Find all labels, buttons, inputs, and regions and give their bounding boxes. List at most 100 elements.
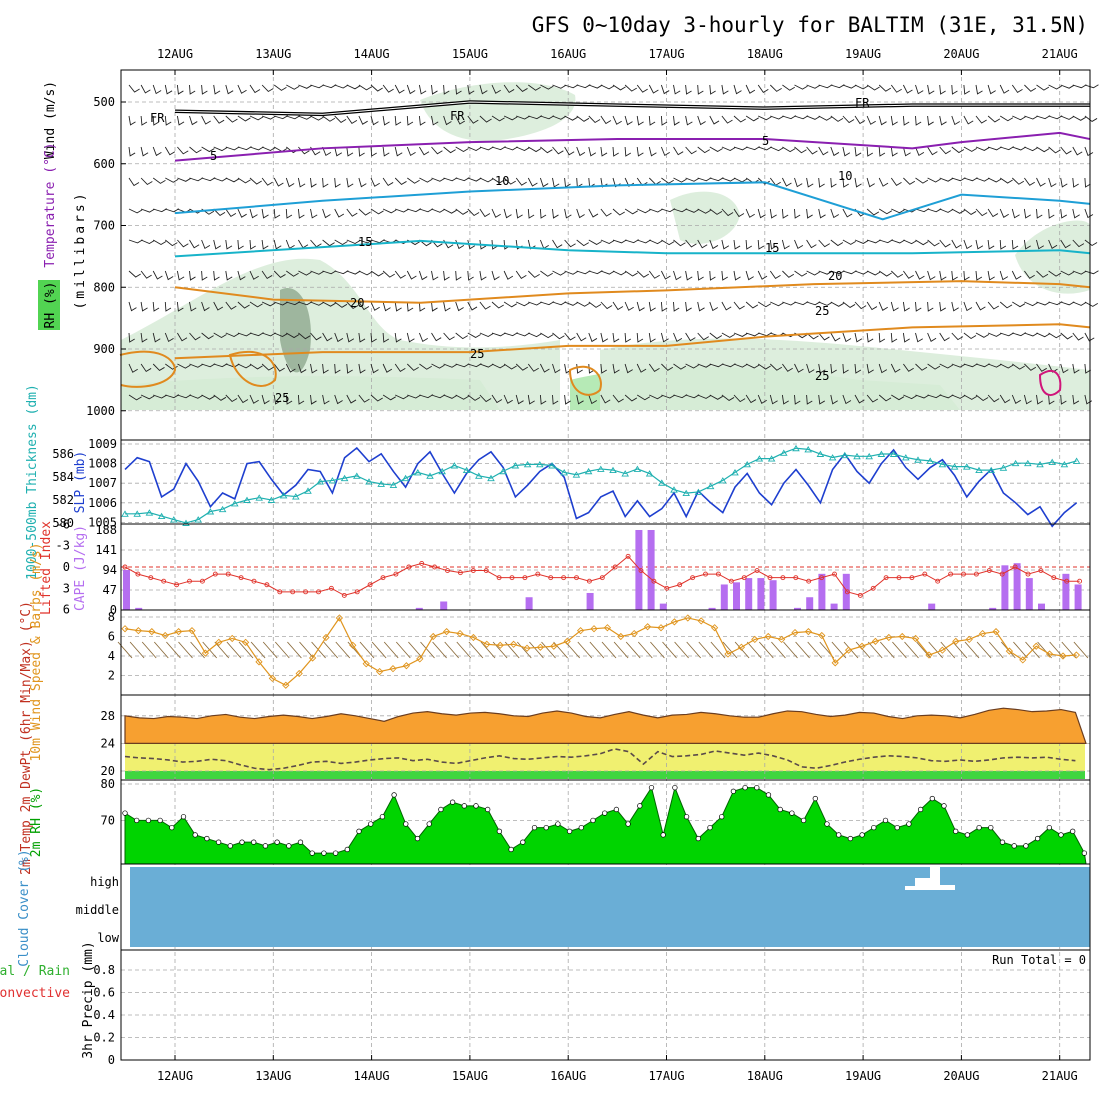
wind-barb xyxy=(273,270,286,278)
wind-barb xyxy=(176,270,185,281)
wind-barb xyxy=(491,363,506,369)
wind-barb xyxy=(987,146,1002,151)
surface-wind-barb xyxy=(650,641,665,659)
surface-wind-barbs xyxy=(117,641,1089,659)
wind-barb xyxy=(600,363,607,374)
rh2m-marker xyxy=(1058,832,1064,838)
temperature-axis-label: Temperature (°C) xyxy=(43,142,58,267)
wind-barb xyxy=(431,363,445,369)
wind-barb xyxy=(467,177,482,182)
wind-barb xyxy=(636,146,644,157)
rh2m-marker xyxy=(368,821,374,827)
wind-barb xyxy=(1036,394,1043,405)
wind-barb xyxy=(745,115,759,122)
wind-barb xyxy=(334,84,349,89)
wind-barb xyxy=(951,208,965,214)
wind-barb xyxy=(890,301,899,312)
wind-barb xyxy=(915,84,924,95)
wind-barb xyxy=(140,177,153,186)
contour-label: 25 xyxy=(815,369,829,383)
li-marker xyxy=(844,589,850,595)
wind-barb xyxy=(915,146,925,156)
wind-barb xyxy=(249,301,263,308)
wind-barb xyxy=(987,84,996,95)
wind-barb xyxy=(1072,363,1080,374)
wind-barb xyxy=(370,146,377,157)
wind-barb xyxy=(382,146,390,157)
surface-wind-barb xyxy=(287,641,302,659)
wind-barb xyxy=(467,208,480,217)
cape-bar xyxy=(989,607,997,610)
li-marker xyxy=(341,592,347,598)
wind-barb xyxy=(818,177,825,188)
wind-barb xyxy=(903,177,916,185)
temp-tick-label: 20 xyxy=(101,764,115,778)
wind-barb xyxy=(128,363,138,373)
wind-barb xyxy=(467,115,479,124)
li-marker xyxy=(999,571,1005,577)
surface-wind-barb xyxy=(383,641,399,659)
wind-barb xyxy=(503,84,515,94)
wind-barb xyxy=(854,270,869,275)
surface-wind-barb xyxy=(553,641,568,659)
surface-wind-barb xyxy=(408,641,423,659)
wind-barb xyxy=(515,270,527,279)
wind-barb xyxy=(890,115,898,126)
wind-speed-marker xyxy=(174,627,183,636)
wind-barb xyxy=(721,332,735,338)
contour-label: 25 xyxy=(470,347,484,361)
wind-barb xyxy=(273,84,287,91)
li-marker xyxy=(819,575,825,581)
wind-speed-marker xyxy=(764,632,772,641)
wind-barb xyxy=(152,177,166,184)
chart-title: GFS 0~10day 3-hourly for BALTIM (31E, 31… xyxy=(532,13,1088,37)
contour-label: 25 xyxy=(815,304,829,318)
wind-barb xyxy=(1072,208,1080,219)
wind-barb xyxy=(588,84,603,89)
wind-barb xyxy=(842,301,856,308)
wind-barb xyxy=(939,363,953,369)
surface-wind-barb xyxy=(516,641,532,659)
rh2m-marker xyxy=(169,824,175,831)
bottom-day-label: 15AUG xyxy=(452,1069,488,1083)
rh2m-marker xyxy=(906,821,912,827)
wind-barb xyxy=(939,239,951,248)
wind-barb xyxy=(286,301,301,306)
wind-barb xyxy=(201,394,215,400)
wind-speed-marker xyxy=(148,627,156,636)
wind-barb xyxy=(334,208,345,218)
wind-barb xyxy=(370,394,383,402)
wind-barb xyxy=(189,177,204,182)
surface-wind-barb xyxy=(456,641,472,659)
wind-barb xyxy=(322,84,337,89)
li-marker xyxy=(380,575,386,581)
wind-barb xyxy=(673,332,683,342)
wind-barb xyxy=(576,332,587,342)
freezing-level-inner xyxy=(174,101,1090,115)
rh2m-marker xyxy=(882,817,889,824)
wind-barb xyxy=(854,177,862,188)
wind-barb xyxy=(624,301,634,311)
rh2m-marker xyxy=(754,784,760,791)
wind-barb xyxy=(649,394,663,400)
wind-barb xyxy=(213,177,228,182)
cape-bar xyxy=(1038,603,1045,610)
wind-barb xyxy=(431,270,439,281)
rh-legend-swatch xyxy=(38,280,60,330)
rh2m-marker xyxy=(742,784,748,791)
wind-barb xyxy=(225,84,234,95)
wind-barb xyxy=(1060,146,1072,155)
wind-barb xyxy=(1060,208,1067,219)
wind-barb xyxy=(624,332,632,343)
cape-tick-label: 47 xyxy=(103,583,117,597)
wind-barb xyxy=(213,84,221,95)
contour-label: 5 xyxy=(210,149,217,163)
wind-barb xyxy=(648,332,656,343)
wind-barb xyxy=(1024,332,1039,337)
wind-barb xyxy=(297,208,305,219)
precip-total-label: Total / Rain xyxy=(0,964,70,979)
wind-barb xyxy=(903,363,914,372)
wind-barb xyxy=(406,301,414,312)
wind-barb xyxy=(201,270,208,281)
wind-barb xyxy=(540,301,555,306)
